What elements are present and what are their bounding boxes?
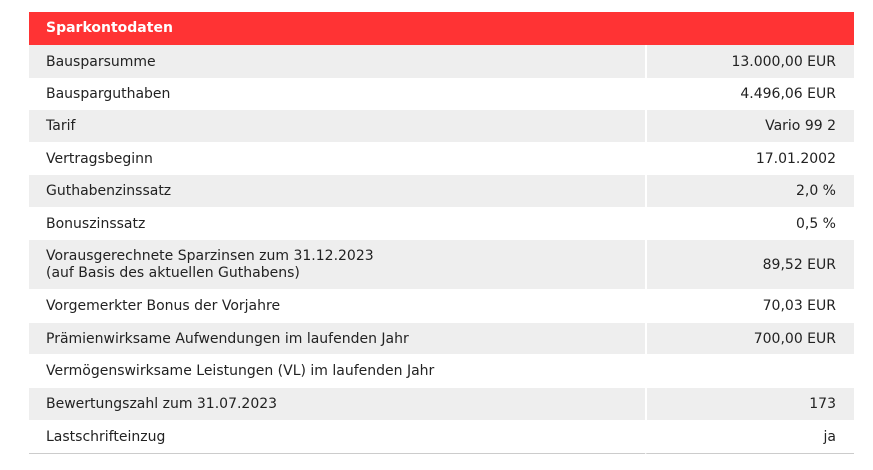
row-label: Bonuszinssatz [29,207,645,240]
table-row: Bewertungszahl zum 31.07.2023 173 [29,388,854,420]
row-label: Bausparsumme [29,45,645,78]
table-row: Vertragsbeginn 17.01.2002 [29,142,854,175]
table-row: Lastschrifteinzug ja [29,420,854,454]
account-details-table: Bausparsumme 13.000,00 EUR Bausparguthab… [29,45,854,454]
row-value: 4.496,06 EUR [645,78,854,110]
row-value: 2,0 % [645,175,854,207]
row-value: 700,00 EUR [645,323,854,354]
row-label: Prämienwirksame Aufwendungen im laufende… [29,323,645,354]
row-label: Vorausgerechnete Sparzinsen zum 31.12.20… [29,240,645,289]
table-row: Bausparsumme 13.000,00 EUR [29,45,854,78]
row-label: Vorgemerkter Bonus der Vorjahre [29,289,645,323]
row-label-line: (auf Basis des aktuellen Guthabens) [46,264,300,281]
row-label: Bewertungszahl zum 31.07.2023 [29,388,645,420]
table-row: Prämienwirksame Aufwendungen im laufende… [29,323,854,354]
row-label: Tarif [29,110,645,142]
row-value: 89,52 EUR [645,240,854,289]
row-value: Vario 99 2 [645,110,854,142]
row-label: Vertragsbeginn [29,142,645,175]
row-value: 173 [645,388,854,420]
row-value: ja [645,420,854,454]
row-value: 70,03 EUR [645,289,854,323]
row-value: 13.000,00 EUR [645,45,854,78]
table-row: Tarif Vario 99 2 [29,110,854,142]
row-value: 17.01.2002 [645,142,854,175]
row-label: Vermögenswirksame Leistungen (VL) im lau… [29,354,645,388]
panel-header: Sparkontodaten [29,12,854,45]
row-value [645,354,854,388]
row-label-line: Vorausgerechnete Sparzinsen zum 31.12.20… [46,247,374,264]
table-row: Bausparguthaben 4.496,06 EUR [29,78,854,110]
row-label: Guthabenzinssatz [29,175,645,207]
row-label: Lastschrifteinzug [29,420,645,454]
table-row: Bonuszinssatz 0,5 % [29,207,854,240]
row-value: 0,5 % [645,207,854,240]
table-row: Vorgemerkter Bonus der Vorjahre 70,03 EU… [29,289,854,323]
table-row: Vermögenswirksame Leistungen (VL) im lau… [29,354,854,388]
table-row: Guthabenzinssatz 2,0 % [29,175,854,207]
row-label: Bausparguthaben [29,78,645,110]
table-row: Vorausgerechnete Sparzinsen zum 31.12.20… [29,240,854,289]
account-details-panel: Sparkontodaten Bausparsumme 13.000,00 EU… [29,12,854,454]
